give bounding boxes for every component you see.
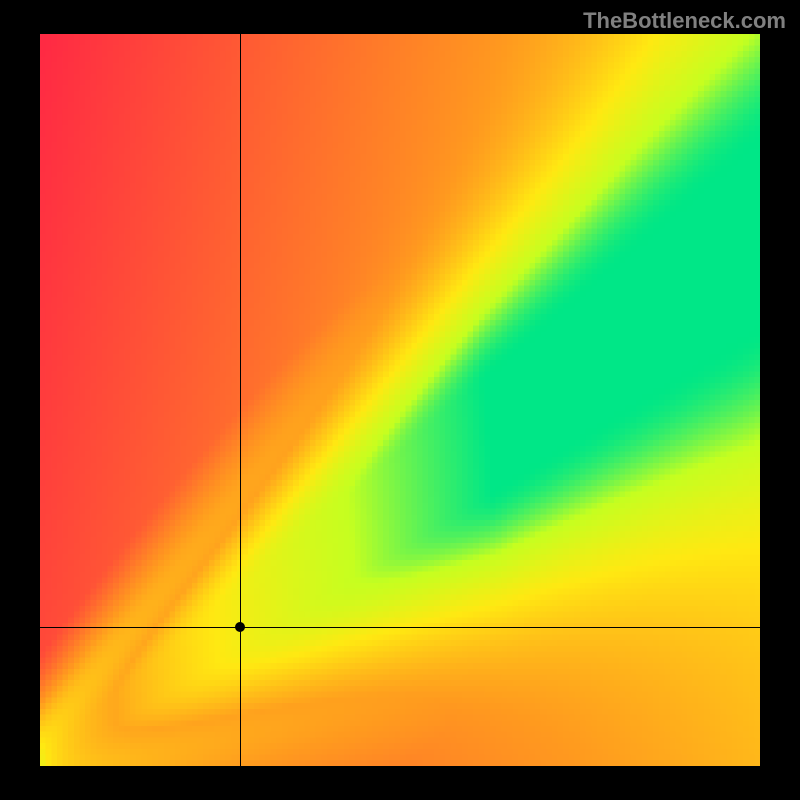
heatmap-canvas	[40, 34, 760, 766]
crosshair-marker-dot	[235, 622, 245, 632]
watermark-text: TheBottleneck.com	[583, 8, 786, 34]
crosshair-vertical	[240, 34, 241, 766]
heatmap-plot	[40, 34, 760, 766]
crosshair-horizontal	[40, 627, 760, 628]
